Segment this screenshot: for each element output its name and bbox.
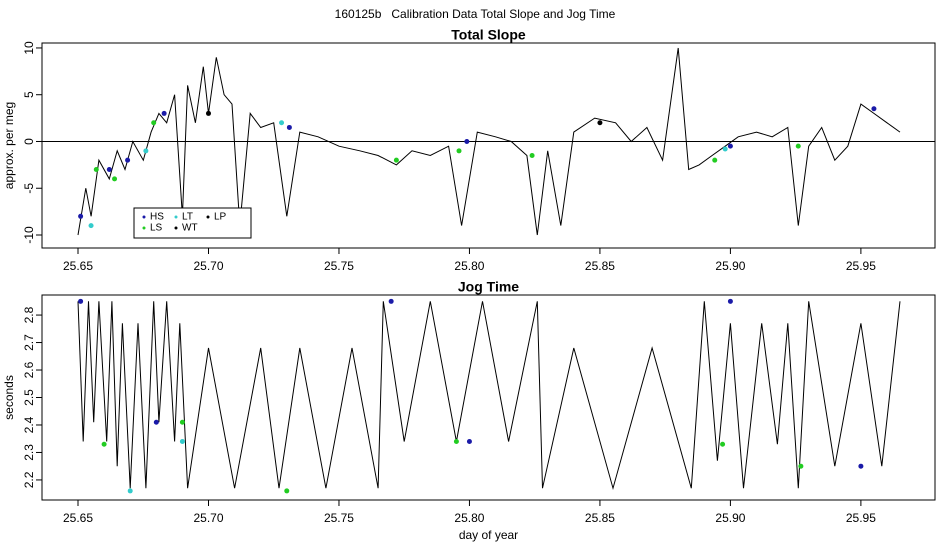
data-point (127, 488, 133, 494)
data-point (179, 438, 185, 444)
y-axis-label: seconds (2, 375, 16, 420)
y-tick-label: -5 (22, 183, 36, 194)
y-tick-label: 0 (22, 138, 36, 145)
data-point (161, 110, 167, 116)
x-tick-label: 25.70 (193, 511, 223, 525)
plot-frame (41, 42, 936, 249)
y-tick-label: 5 (22, 91, 36, 98)
legend-marker (206, 215, 210, 219)
data-point (286, 124, 292, 130)
y-tick-label: 2.6 (22, 361, 36, 378)
legend-marker (174, 215, 178, 219)
legend-marker (142, 215, 146, 219)
data-point (727, 298, 733, 304)
data-point (795, 143, 801, 149)
data-line (77, 301, 901, 491)
x-tick-label: 25.70 (193, 259, 223, 273)
data-point (88, 223, 94, 229)
x-tick-label: 25.95 (846, 511, 876, 525)
data-point (153, 419, 159, 425)
data-point (727, 143, 733, 149)
x-tick-label: 25.85 (585, 259, 615, 273)
panel-title: Jog Time (458, 279, 519, 295)
data-point (393, 157, 399, 163)
x-tick-label: 25.80 (454, 511, 484, 525)
data-point (101, 441, 107, 447)
y-axis-label: approx. per meg (2, 102, 16, 189)
data-point (106, 167, 112, 173)
x-tick-label: 25.75 (324, 511, 354, 525)
data-point (712, 157, 718, 163)
data-point (205, 110, 211, 116)
x-tick-label: 25.65 (63, 259, 93, 273)
data-point (529, 153, 535, 159)
x-tick-label: 25.95 (846, 259, 876, 273)
data-point (466, 438, 472, 444)
y-tick-label: 2.2 (22, 471, 36, 488)
data-point (871, 106, 877, 112)
data-point (858, 463, 864, 469)
x-tick-label: 25.65 (63, 511, 93, 525)
x-tick-label: 25.90 (715, 259, 745, 273)
data-point (798, 463, 804, 469)
data-point (143, 148, 149, 154)
x-tick-label: 25.85 (585, 511, 615, 525)
data-point (279, 120, 285, 126)
data-point (453, 438, 459, 444)
y-tick-label: 2.5 (22, 389, 36, 406)
data-point (284, 488, 290, 494)
legend-marker (174, 226, 178, 230)
legend-label: HS (150, 212, 164, 223)
y-tick-label: -10 (22, 226, 36, 244)
page-title: 160125b Calibration Data Total Slope and… (335, 7, 616, 21)
x-tick-label: 25.80 (454, 259, 484, 273)
data-point (388, 298, 394, 304)
legend-label: WT (182, 223, 198, 234)
data-point (597, 120, 603, 126)
y-tick-label: 2.4 (22, 416, 36, 433)
legend-box (133, 207, 252, 239)
data-point (78, 298, 84, 304)
x-tick-label: 25.75 (324, 259, 354, 273)
x-axis-label: day of year (459, 528, 518, 542)
data-line (77, 47, 901, 236)
data-point (720, 441, 726, 447)
data-point (78, 213, 84, 219)
legend-label: LS (150, 223, 163, 234)
plot-frame (41, 294, 936, 501)
data-point (112, 176, 118, 182)
data-point (456, 148, 462, 154)
y-tick-label: 10 (22, 41, 36, 55)
data-point (151, 120, 157, 126)
data-point (125, 157, 131, 163)
data-point (179, 419, 185, 425)
data-point (93, 167, 99, 173)
legend-marker (142, 226, 146, 230)
legend-label: LP (214, 212, 227, 223)
y-tick-label: 2.7 (22, 334, 36, 351)
y-tick-label: 2.8 (22, 306, 36, 323)
panel-title: Total Slope (451, 27, 526, 43)
y-tick-label: 2.3 (22, 444, 36, 461)
legend-label: LT (182, 212, 193, 223)
x-tick-label: 25.90 (715, 511, 745, 525)
data-point (464, 138, 470, 144)
data-point (722, 146, 728, 152)
